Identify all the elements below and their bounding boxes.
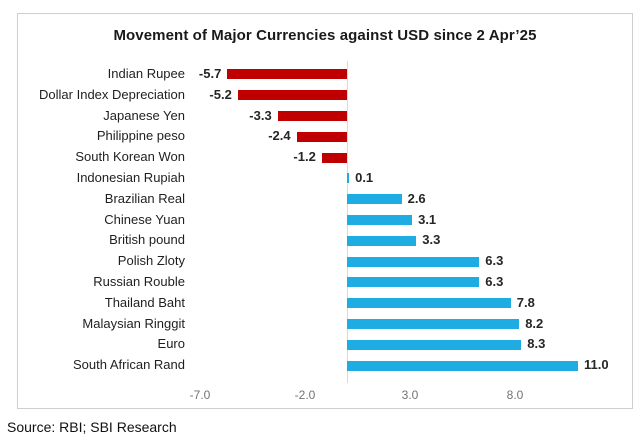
x-tick-label: 3.0 xyxy=(401,388,419,402)
category-label: South Korean Won xyxy=(75,149,185,165)
negative-bar xyxy=(227,69,347,80)
chart-row: Malaysian Ringgit 8.2 xyxy=(18,314,632,335)
source-note: Source: RBI; SBI Research xyxy=(7,419,177,435)
category-label: Indonesian Rupiah xyxy=(76,169,185,185)
category-label: British pound xyxy=(109,232,185,248)
plot-cell: 3.3 xyxy=(188,230,632,251)
chart-row: British pound 3.3 xyxy=(18,230,632,251)
negative-bar xyxy=(277,110,347,121)
plot-cell: -5.2 xyxy=(188,85,632,106)
value-label: 0.1 xyxy=(355,169,374,185)
plot-cell: 6.3 xyxy=(188,251,632,272)
value-label: 2.6 xyxy=(407,190,426,206)
category-label: Polish Zloty xyxy=(117,253,185,269)
chart-row: South African Rand 11.0 xyxy=(18,355,632,376)
category-label: Brazilian Real xyxy=(104,190,185,206)
negative-bar xyxy=(237,90,347,101)
value-label: 8.3 xyxy=(527,336,546,352)
chart-row: Chinese Yuan 3.1 xyxy=(18,210,632,231)
positive-bar xyxy=(347,194,402,205)
category-label: Dollar Index Depreciation xyxy=(39,86,185,102)
negative-bar xyxy=(296,131,347,142)
x-tick-label: -2.0 xyxy=(294,388,316,402)
value-label: -5.7 xyxy=(198,66,222,81)
category-label: Japanese Yen xyxy=(103,107,185,123)
plot-cell: -5.7 xyxy=(188,64,632,85)
positive-bar xyxy=(347,339,522,350)
x-tick-label: 8.0 xyxy=(506,388,524,402)
category-label: Thailand Baht xyxy=(104,294,185,310)
positive-bar xyxy=(347,360,578,371)
value-label: -1.2 xyxy=(293,149,316,165)
chart-row: Thailand Baht 7.8 xyxy=(18,293,632,314)
chart-row: Euro 8.3 xyxy=(18,334,632,355)
chart-frame: Movement of Major Currencies against USD… xyxy=(17,13,633,409)
chart-row: Polish Zloty 6.3 xyxy=(18,251,632,272)
plot-cell: 0.1 xyxy=(188,168,632,189)
plot-cell: 11.0 xyxy=(188,355,632,376)
value-label: -2.4 xyxy=(268,128,291,144)
plot-cell: 6.3 xyxy=(188,272,632,293)
positive-bar xyxy=(347,173,350,184)
plot-cell: 2.6 xyxy=(188,189,632,210)
x-tick-label: -7.0 xyxy=(189,388,211,402)
value-label: -3.3 xyxy=(249,107,272,123)
value-label: 3.3 xyxy=(422,232,441,248)
value-label: 7.8 xyxy=(516,294,535,310)
plot-cell: 3.1 xyxy=(188,210,632,231)
plot-cell: 7.8 xyxy=(188,293,632,314)
positive-bar xyxy=(347,318,520,329)
plot-cell: 8.2 xyxy=(188,314,632,335)
chart-row: Indonesian Rupiah 0.1 xyxy=(18,168,632,189)
plot-cell: -3.3 xyxy=(188,106,632,127)
chart-rows: Indian Rupee -5.7 Dollar Index Depreciatio… xyxy=(18,64,632,376)
chart-row: Brazilian Real 2.6 xyxy=(18,189,632,210)
category-label: Chinese Yuan xyxy=(104,211,185,227)
category-label: Indian Rupee xyxy=(107,66,185,81)
value-label: -5.2 xyxy=(209,86,232,102)
positive-bar xyxy=(347,214,413,225)
value-label: 6.3 xyxy=(485,273,504,289)
value-label: 6.3 xyxy=(485,253,504,269)
category-label: Philippine peso xyxy=(96,128,185,144)
value-label: 8.2 xyxy=(525,315,544,331)
chart-row: Philippine peso -2.4 xyxy=(18,126,632,147)
category-label: Euro xyxy=(157,336,185,352)
category-label: Malaysian Ringgit xyxy=(82,315,185,331)
category-label: Russian Rouble xyxy=(93,273,185,289)
value-label: 3.1 xyxy=(418,211,437,227)
negative-bar xyxy=(321,152,347,163)
x-axis: -7.0 -2.0 3.0 8.0 xyxy=(18,388,632,406)
positive-bar xyxy=(347,298,511,309)
chart-row: Dollar Index Depreciation -5.2 xyxy=(18,85,632,106)
chart-row: South Korean Won -1.2 xyxy=(18,147,632,168)
positive-bar xyxy=(347,277,480,288)
plot-cell: 8.3 xyxy=(188,334,632,355)
plot-cell: -2.4 xyxy=(188,126,632,147)
chart-row: Indian Rupee -5.7 xyxy=(18,64,632,85)
plot-cell: -1.2 xyxy=(188,147,632,168)
chart-row: Russian Rouble 6.3 xyxy=(18,272,632,293)
positive-bar xyxy=(347,256,480,267)
chart-row: Japanese Yen -3.3 xyxy=(18,106,632,127)
category-label: South African Rand xyxy=(72,357,185,373)
value-label: 11.0 xyxy=(584,357,609,373)
positive-bar xyxy=(347,235,417,246)
chart-title: Movement of Major Currencies against USD… xyxy=(113,27,537,44)
